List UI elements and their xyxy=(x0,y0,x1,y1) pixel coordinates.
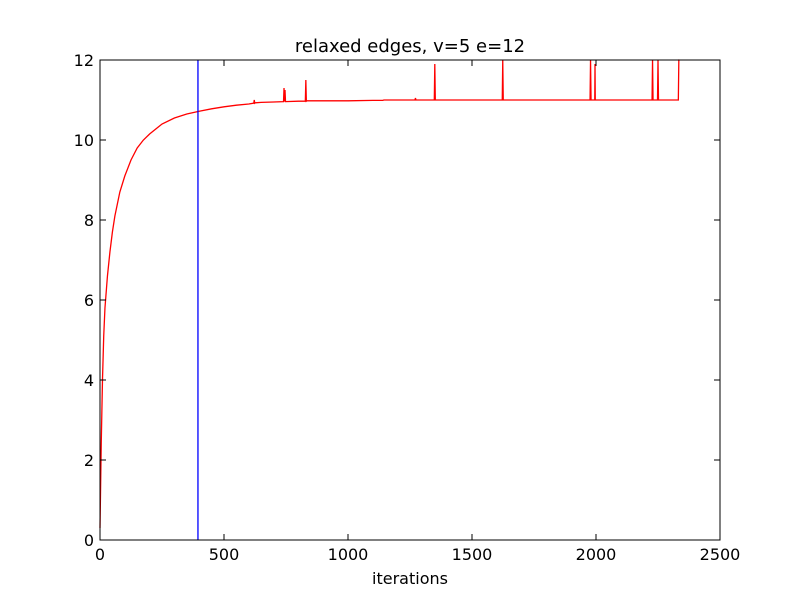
y-tick-label: 10 xyxy=(74,131,94,150)
x-tick-label: 1500 xyxy=(452,545,493,564)
x-axis-label: iterations xyxy=(372,569,448,588)
y-tick-label: 2 xyxy=(84,451,94,470)
y-tick-label: 0 xyxy=(84,531,94,550)
chart-title: relaxed edges, v=5 e=12 xyxy=(295,36,525,57)
y-axis: 0 2 4 6 8 10 12 xyxy=(74,51,720,550)
x-axis: 0 500 1000 1500 2000 2500 xyxy=(95,60,740,564)
y-tick-label: 8 xyxy=(84,211,94,230)
x-tick-label: 500 xyxy=(209,545,240,564)
y-tick-label: 4 xyxy=(84,371,94,390)
series-line-0 xyxy=(99,59,680,529)
x-tick-label: 2500 xyxy=(700,545,741,564)
series-layer xyxy=(99,59,680,540)
x-tick-label: 1000 xyxy=(328,545,369,564)
y-tick-label: 12 xyxy=(74,51,94,70)
y-tick-label: 6 xyxy=(84,291,94,310)
x-tick-label: 0 xyxy=(95,545,105,564)
x-tick-label: 2000 xyxy=(576,545,617,564)
